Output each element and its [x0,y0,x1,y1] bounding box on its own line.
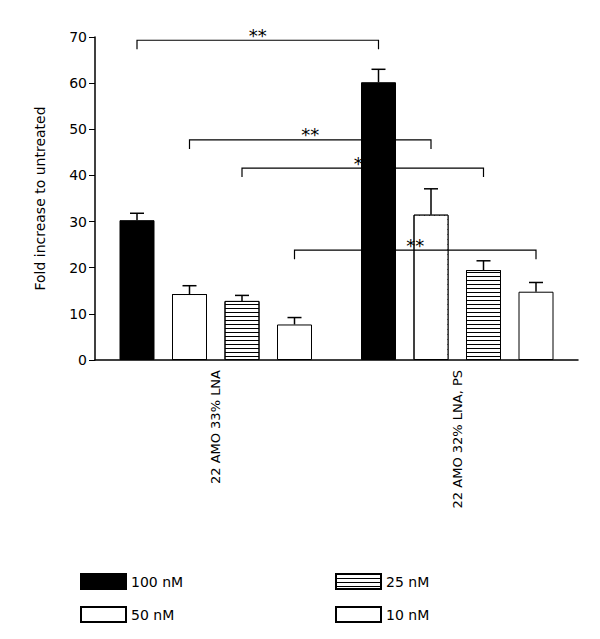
svg-text:22 AMO 32% LNA, PS: 22 AMO 32% LNA, PS [450,370,465,508]
svg-text:0: 0 [78,352,87,368]
svg-text:70: 70 [69,29,87,45]
svg-text:50 nM: 50 nM [131,607,174,623]
svg-text:**: ** [249,25,267,46]
svg-text:10: 10 [69,306,87,322]
svg-text:22 AMO 33% LNA: 22 AMO 33% LNA [208,370,223,484]
svg-text:**: ** [406,235,424,256]
svg-text:100 nM: 100 nM [131,574,183,590]
svg-text:**: ** [301,124,319,145]
svg-text:30: 30 [69,214,87,230]
svg-text:Fold increase to untreated: Fold increase to untreated [32,106,48,290]
svg-text:25 nM: 25 nM [386,574,429,590]
svg-text:20: 20 [69,260,87,276]
svg-text:10 nM: 10 nM [386,607,429,623]
svg-text:50: 50 [69,121,87,137]
svg-text:**: ** [354,153,372,174]
svg-text:40: 40 [69,167,87,183]
svg-text:60: 60 [69,75,87,91]
